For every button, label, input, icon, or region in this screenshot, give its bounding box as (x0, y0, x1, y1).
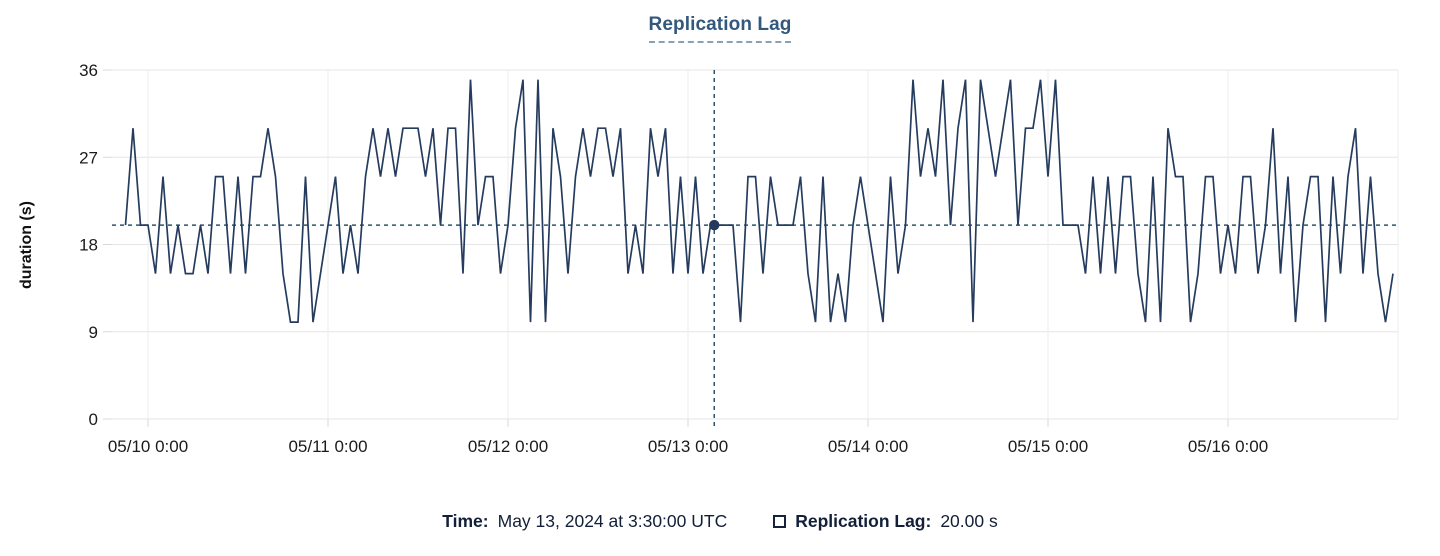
tooltip-series-group: Replication Lag: 20.00 s (773, 504, 998, 538)
svg-text:0: 0 (89, 410, 98, 429)
chart-title-row: Replication Lag (0, 14, 1440, 43)
y-axis-label: duration (s) (18, 201, 35, 289)
series-line[interactable] (124, 79, 1394, 323)
y-axis-tick-labels: 0 9 18 27 36 (79, 61, 98, 429)
svg-text:05/11 0:00: 05/11 0:00 (288, 437, 367, 456)
svg-text:36: 36 (79, 61, 98, 80)
horizontal-grid-lines (112, 69, 1398, 420)
tooltip-time-group: Time: May 13, 2024 at 3:30:00 UTC (442, 504, 727, 538)
tooltip-series-label: Replication Lag: (795, 511, 932, 531)
svg-text:05/12 0:00: 05/12 0:00 (468, 437, 548, 456)
svg-text:05/13 0:00: 05/13 0:00 (648, 437, 728, 456)
series-swatch-icon (773, 514, 787, 528)
chart-title[interactable]: Replication Lag (648, 14, 792, 43)
x-axis-tick-marks (147, 419, 1229, 427)
vertical-grid-lines (147, 70, 1399, 419)
svg-text:9: 9 (89, 323, 98, 342)
tooltip-time-value: May 13, 2024 at 3:30:00 UTC (497, 511, 728, 531)
svg-text:05/14 0:00: 05/14 0:00 (828, 437, 908, 456)
tooltip-series-value: 20.00 s (940, 511, 998, 531)
tooltip-bar: Time: May 13, 2024 at 3:30:00 UTC Replic… (0, 504, 1440, 538)
svg-text:18: 18 (79, 236, 98, 255)
crosshair (112, 70, 1398, 430)
tooltip-time-label: Time: (442, 511, 489, 531)
x-axis-tick-labels: 05/10 0:00 05/11 0:00 05/12 0:00 05/13 0:00… (108, 437, 1268, 456)
svg-text:05/10 0:00: 05/10 0:00 (108, 437, 188, 456)
y-axis-tick-marks (103, 69, 112, 420)
crosshair-dot (709, 219, 720, 231)
svg-text:27: 27 (79, 148, 98, 167)
svg-text:05/15 0:00: 05/15 0:00 (1008, 437, 1088, 456)
svg-text:05/16 0:00: 05/16 0:00 (1188, 437, 1268, 456)
